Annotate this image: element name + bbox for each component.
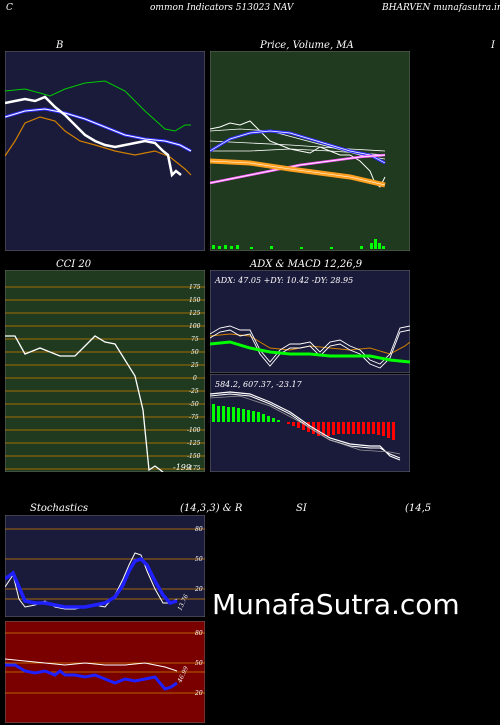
rsi-tick: 80	[195, 630, 203, 637]
rsi-params: (14,5	[405, 503, 432, 514]
stoch-panel: 80 50 20 13.76	[5, 515, 205, 617]
cci-tick: -125	[187, 440, 201, 447]
macd-panel: 584.2, 607.37, -23.17	[210, 374, 410, 472]
cci-tick: 0	[193, 375, 197, 382]
macd-values: 584.2, 607.37, -23.17	[215, 380, 303, 389]
volume-bars	[212, 239, 385, 249]
cci-title: CCI 20	[56, 259, 92, 270]
price-title: Price, Volume, MA	[260, 40, 354, 51]
price-line	[210, 120, 386, 188]
stoch-tick: 80	[195, 526, 203, 533]
cci-tick: 50	[191, 349, 199, 356]
right-edge-title: I	[491, 40, 495, 51]
adx-white-line-2	[210, 329, 410, 369]
bb-price-line	[5, 95, 182, 178]
cci-tick: -175	[187, 465, 201, 472]
price-ma-orange-inner	[210, 160, 386, 186]
price-panel	[210, 51, 410, 251]
price-ma-pink-inner	[210, 154, 386, 184]
bb-upper-band	[5, 80, 191, 132]
cci-tick: 75	[191, 336, 199, 343]
adx-green-line	[210, 340, 410, 364]
stoch-gridlines	[5, 528, 205, 600]
cci-tick: 100	[189, 323, 201, 330]
bb-ma-band-inner	[5, 108, 192, 152]
price-ma-white-1	[210, 128, 386, 160]
stoch-tick: 50	[195, 556, 203, 563]
cci-axis-labels: 175 150 125 100 75 50 25 0 -25 -50 -75 -…	[187, 284, 201, 472]
price-ma-white-2	[210, 140, 386, 152]
cci-panel: 175 150 125 100 75 50 25 0 -25 -50 -75 -…	[5, 270, 205, 472]
adx-panel: ADX: 47.05 +DY: 10.42 -DY: 28.95	[210, 270, 410, 373]
header-site: BHARVEN munafasutra.in	[382, 3, 500, 13]
cci-gridlines	[5, 286, 205, 470]
bb-title: B	[56, 40, 64, 51]
cci-tick: -150	[187, 453, 201, 460]
watermark: MunafaSutra.com	[212, 588, 460, 621]
stoch-k-line	[5, 552, 178, 610]
header-title: ommon Indicators 513023 NAV	[150, 3, 294, 13]
rsi-white-line	[5, 658, 178, 672]
macd-line	[210, 391, 401, 461]
macd-histogram-positive	[212, 404, 280, 422]
cci-tick: 25	[190, 362, 199, 369]
adx-white-line-1	[210, 325, 410, 365]
stoch-params: (14,3,3) & R	[180, 503, 243, 514]
price-ma-blue-inner	[210, 130, 386, 164]
rsi-blue-line	[5, 663, 178, 691]
rsi-panel: 80 50 20 46.99	[5, 621, 205, 723]
cci-tick: 175	[189, 284, 201, 291]
cci-tick: -75	[189, 414, 199, 421]
rsi-tick: 50	[195, 660, 203, 667]
cci-line	[5, 335, 164, 472]
stoch-title: Stochastics	[30, 503, 88, 514]
rsi-tick: 20	[194, 690, 203, 697]
bollinger-panel	[5, 51, 205, 251]
cci-last-value: -199	[173, 463, 191, 472]
cci-tick: 150	[189, 297, 201, 304]
adx-title: ADX & MACD 12,26,9	[250, 259, 363, 270]
cci-tick: -25	[189, 388, 199, 395]
macd-grey-line	[210, 395, 401, 455]
cci-tick: 125	[189, 310, 201, 317]
cci-tick: -50	[189, 401, 199, 408]
header-left: C	[6, 3, 13, 13]
rsi-title: SI	[296, 503, 307, 514]
stoch-d-line	[5, 556, 178, 609]
adx-values: ADX: 47.05 +DY: 10.42 -DY: 28.95	[214, 276, 353, 285]
stoch-tick: 20	[194, 586, 203, 593]
cci-tick: -100	[187, 427, 201, 434]
